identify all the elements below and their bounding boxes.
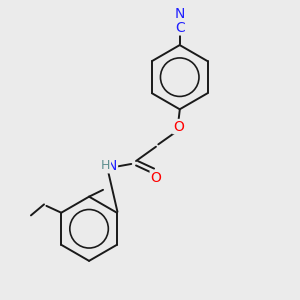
Text: N: N — [175, 7, 185, 21]
Text: N: N — [107, 159, 117, 173]
Text: O: O — [150, 171, 161, 185]
Text: O: O — [173, 119, 184, 134]
Text: H: H — [101, 159, 110, 172]
Text: C: C — [175, 21, 184, 35]
